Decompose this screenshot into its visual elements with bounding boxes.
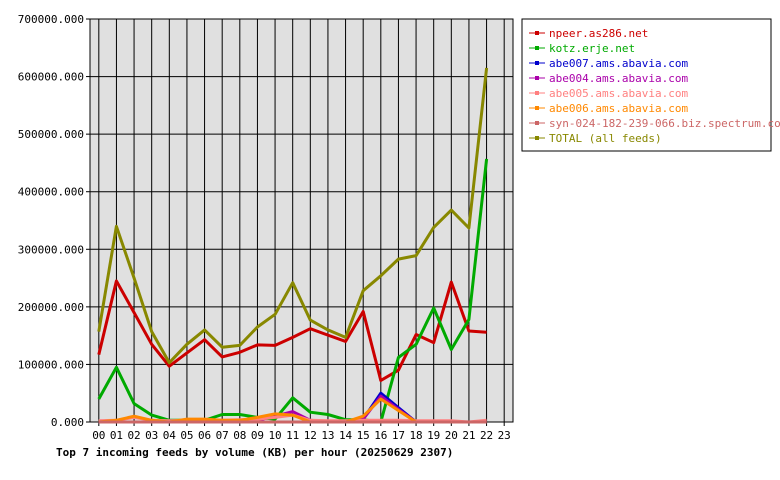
x-tick-label: 17: [392, 429, 405, 442]
legend: npeer.as286.net kotz.erje.net abe007.ams.a…: [529, 27, 780, 145]
x-tick-label: 11: [286, 429, 299, 442]
y-axis-ticks: 0.000 100000.000 200000.000 300000.000 40000…: [18, 13, 90, 429]
plot-area: [89, 18, 514, 423]
x-tick-label: 22: [480, 429, 493, 442]
legend-marker: [535, 91, 539, 95]
y-tick-label: 300000.000: [18, 243, 84, 256]
x-tick-label: 10: [268, 429, 281, 442]
y-tick-label: 500000.000: [18, 128, 84, 141]
series-line-7: [97, 67, 489, 365]
legend-marker: [535, 121, 539, 125]
y-tick-label: 200000.000: [18, 301, 84, 314]
legend-label: npeer.as286.net: [549, 27, 648, 40]
x-tick-label: 15: [357, 429, 370, 442]
legend-marker: [535, 46, 539, 50]
x-tick-label: 20: [445, 429, 458, 442]
y-tick-label: 400000.000: [18, 186, 84, 199]
x-tick-label: 16: [374, 429, 387, 442]
y-tick-label: 100000.000: [18, 358, 84, 371]
x-tick-label: 12: [304, 429, 317, 442]
y-tick-label: 0.000: [51, 416, 84, 429]
legend-marker: [535, 76, 539, 80]
y-tick-label: 700000.000: [18, 13, 84, 26]
x-tick-label: 03: [145, 429, 158, 442]
legend-label: abe006.ams.abavia.com: [549, 102, 688, 115]
series-line-0: [97, 279, 487, 382]
legend-marker: [535, 31, 539, 35]
x-tick-label: 21: [462, 429, 475, 442]
chart-title: Top 7 incoming feeds by volume (KB) per …: [56, 446, 453, 459]
legend-box: [521, 18, 772, 152]
x-tick-label: 13: [321, 429, 334, 442]
x-tick-label: 09: [251, 429, 264, 442]
legend-marker: [535, 136, 539, 140]
x-tick-label: 00: [92, 429, 105, 442]
legend-marker: [535, 61, 539, 65]
legend-label: abe004.ams.abavia.com: [549, 72, 688, 85]
x-tick-label: 18: [409, 429, 422, 442]
x-tick-label: 07: [216, 429, 229, 442]
x-tick-label: 14: [339, 429, 353, 442]
x-tick-label: 08: [233, 429, 246, 442]
legend-marker: [535, 106, 539, 110]
x-tick-label: 19: [427, 429, 440, 442]
x-tick-label: 04: [163, 429, 177, 442]
x-tick-label: 06: [198, 429, 211, 442]
legend-label: abe007.ams.abavia.com: [549, 57, 688, 70]
y-tick-label: 600000.000: [18, 71, 84, 84]
x-tick-label: 01: [110, 429, 123, 442]
legend-label: abe005.ams.abavia.com: [549, 87, 688, 100]
legend-label: TOTAL (all feeds): [549, 132, 662, 145]
x-tick-label: 05: [180, 429, 193, 442]
x-tick-label: 02: [127, 429, 140, 442]
x-axis-ticks: 00 01 02 03 04 05 06 07 08 09 10 11 12 13 14 15 16 17 18 19…: [92, 422, 511, 442]
series-line-1: [97, 158, 489, 424]
series-lines: [97, 67, 489, 424]
legend-label: syn-024-182-239-066.biz.spectrum.com: [549, 117, 780, 130]
x-tick-label: 23: [498, 429, 511, 442]
legend-label: kotz.erje.net: [549, 42, 635, 55]
